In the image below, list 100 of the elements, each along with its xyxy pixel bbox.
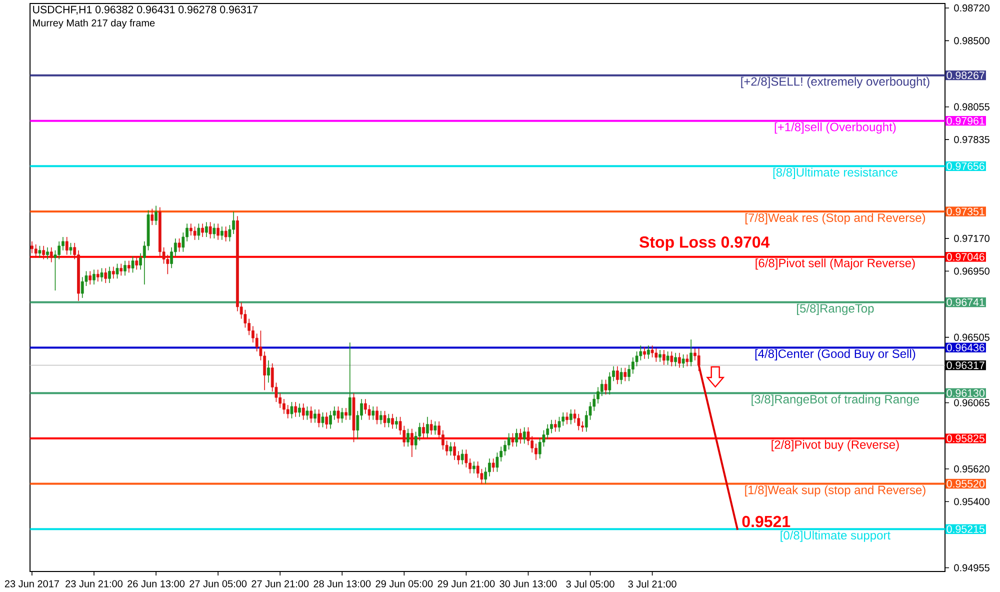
x-tick-label: 29 Jun 05:00 [376, 580, 433, 588]
candlestick [592, 394, 596, 412]
candlestick [453, 442, 456, 460]
candlestick [639, 345, 642, 361]
y-tick-label: 0.96065 [954, 399, 990, 406]
x-tick-label: 26 Jun 13:00 [128, 580, 185, 588]
x-tick-label: 30 Jun 13:00 [500, 580, 557, 588]
candlestick [212, 223, 216, 239]
candlestick [340, 408, 344, 424]
annotation: [1/8]Weak sup (stop and Reverse) [745, 485, 926, 497]
y-tick-label: 0.96505 [954, 334, 990, 341]
candlestick [127, 260, 130, 274]
candlestick [108, 266, 111, 284]
candlestick [30, 241, 34, 254]
candlestick [317, 409, 320, 428]
candlestick [581, 420, 584, 432]
candlestick [430, 419, 433, 436]
candlestick [406, 428, 410, 448]
candlestick [566, 412, 568, 425]
annotation: [6/8]Pivot sell (Major Reverse) [756, 258, 915, 270]
candlestick [394, 416, 398, 430]
candlestick [460, 449, 464, 465]
annotation: [3/8]RangeBot of trading Range [752, 394, 920, 406]
candlestick [596, 386, 600, 404]
annotation: 0.9521 [742, 516, 790, 528]
candlestick [150, 208, 154, 226]
candlestick [434, 420, 437, 436]
candlestick [476, 461, 480, 478]
annotation: [8/8]Ultimate resistance [773, 168, 898, 179]
candlestick [658, 350, 662, 362]
candlestick [515, 428, 518, 448]
candlestick [302, 403, 305, 420]
candlestick [80, 276, 84, 298]
candlestick [100, 268, 104, 282]
candlestick [112, 266, 115, 279]
candlestick [344, 408, 348, 420]
annotation: Stop Loss 0.9704 [639, 236, 770, 251]
candlestick [376, 406, 378, 425]
candlestick [488, 458, 491, 477]
y-tick-label: 0.97835 [954, 136, 990, 144]
candlestick [522, 426, 526, 444]
candlestick [329, 410, 332, 430]
candlestick [670, 351, 674, 367]
candlestick [65, 236, 68, 256]
candlestick [193, 226, 196, 240]
candlestick [310, 406, 313, 424]
candlestick [558, 416, 561, 432]
candlestick [267, 360, 270, 384]
candlestick [96, 269, 100, 282]
candlestick [620, 367, 623, 385]
candlestick [170, 246, 173, 269]
y-tick-label: 0.98055 [954, 103, 990, 110]
candlestick [608, 372, 612, 395]
ref-line-label: 0.95825 [946, 434, 984, 442]
candlestick [332, 406, 336, 420]
ref-line-label: 0.96436 [946, 344, 984, 352]
candlestick [42, 245, 46, 260]
candlestick [414, 431, 418, 450]
candlestick [682, 354, 685, 368]
ref-line-label: 0.97961 [946, 117, 984, 125]
candlestick [546, 424, 550, 440]
ref-line-label: 0.96130 [946, 389, 984, 397]
candlestick [577, 413, 580, 431]
candlestick [298, 403, 301, 418]
candlestick [697, 348, 700, 372]
candlestick [441, 430, 444, 450]
candlestick [34, 244, 38, 258]
candlestick [62, 236, 64, 251]
candlestick [666, 351, 670, 366]
candlestick [674, 352, 677, 367]
candlestick [391, 413, 394, 430]
ref-line-label: 0.95520 [946, 480, 984, 488]
candlestick [504, 440, 506, 456]
candlestick [662, 350, 666, 366]
candlestick [201, 223, 204, 238]
ref-line-label: 0.96317 [946, 362, 984, 370]
candlestick [690, 339, 693, 367]
candlestick [554, 419, 557, 432]
candlestick [418, 422, 422, 442]
x-tick-label: 23 Jun 21:00 [66, 580, 123, 588]
candlestick [124, 260, 126, 276]
ref-line-label: 0.97656 [946, 162, 984, 170]
candlestick [646, 345, 650, 360]
annotation: [+2/8]SELL! (extremely overbought) [741, 76, 930, 88]
candlestick [325, 412, 328, 430]
y-tick-label: 0.98500 [954, 37, 990, 44]
candlestick [92, 269, 96, 285]
candlestick [336, 406, 340, 424]
candlestick [131, 256, 134, 274]
candlestick [449, 442, 452, 456]
x-tick-label: 27 Jun 21:00 [252, 580, 309, 588]
annotation: [0/8]Ultimate support [780, 530, 890, 542]
candlestick [348, 342, 352, 420]
chart-title: USDCHF,H1 0.96382 0.96431 0.96278 0.96317 [33, 6, 258, 15]
y-tick-label: 0.98720 [954, 4, 990, 12]
candlestick [643, 346, 646, 360]
candlestick [220, 226, 224, 240]
candlestick [372, 406, 375, 420]
candlestick [654, 348, 658, 362]
candlestick [120, 263, 123, 276]
